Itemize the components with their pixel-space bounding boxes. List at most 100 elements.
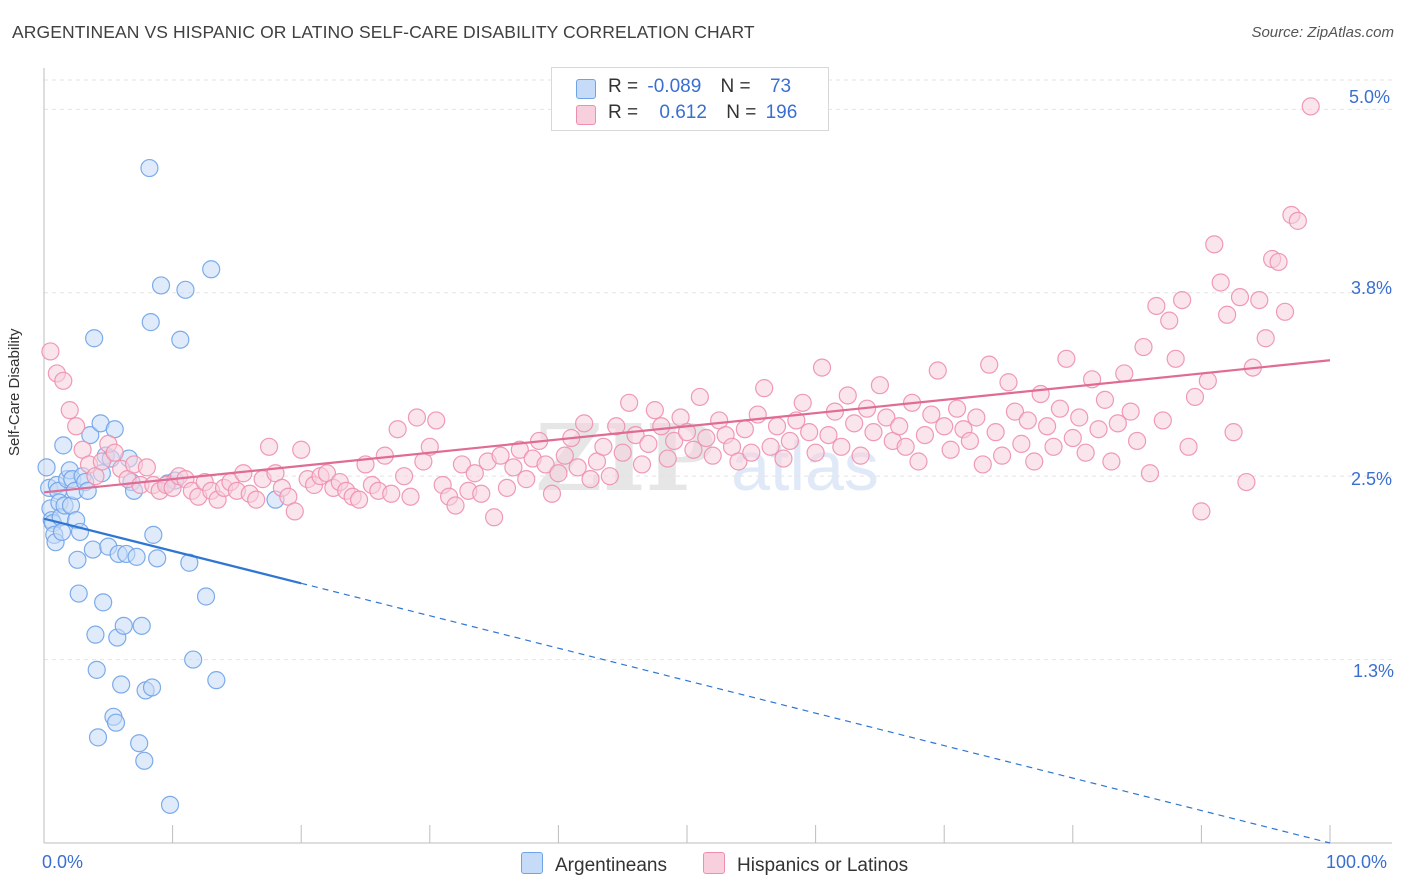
hispanic-point [941,440,960,459]
hispanic-point [742,443,761,462]
argentinean-point [81,425,100,445]
hispanic-point [1301,97,1320,116]
hispanic-point [67,417,86,436]
hispanic-point [1018,411,1037,430]
hispanic-point [851,446,870,465]
hispanic-point [60,401,79,420]
argentinean-point [207,671,226,690]
hispanic-point [870,376,890,395]
hispanic-point [1063,428,1082,448]
hispanic-point [1224,423,1243,442]
hispanic-point [1031,384,1050,404]
hispanic-point [838,386,857,405]
bottom-legend-label: Argentineans [555,855,667,876]
hispanic-point [465,464,484,483]
hispanic-point [780,431,799,451]
hispanic-point [1102,452,1121,471]
argentinean-trend-line [43,517,302,585]
hispanic-point [992,446,1012,465]
hispanic-point [285,502,304,521]
correlation-legend: R = -0.089 N = 73 R = 0.612 N = 196 [551,67,829,131]
legend-r-label: R = [608,76,639,97]
hispanic-point [491,446,510,465]
hispanic-point [909,452,928,471]
hispanic-point [1089,420,1108,439]
hispanic-point [1127,431,1147,451]
hispanic-point [401,487,420,506]
hispanic-point [41,342,60,361]
hispanic-point [54,371,73,390]
hispanic-point [420,437,439,456]
hispanic-point [394,467,414,486]
argentinean-point [114,616,133,635]
hispanic-point [729,452,748,471]
hispanic-point [1025,452,1044,471]
argentinean-point [148,549,167,568]
argentinean-point [69,584,88,603]
hispanic-point [812,358,832,377]
hispanic-point [549,464,568,483]
hispanic-point [581,470,600,489]
hispanic-point [504,458,523,477]
hispanic-point [1134,337,1153,357]
hispanic-point [1192,502,1211,521]
hispanic-point [407,408,427,427]
hispanic-point [735,420,754,439]
hispanic-point [677,423,697,442]
hispanic-point [1108,414,1127,433]
hispanic-point [1179,437,1198,456]
hispanic-point [973,455,992,474]
argentinean-point [85,329,104,348]
hispanic-point [1269,252,1288,272]
hispanic-point [774,449,793,468]
hispanic-point [485,508,504,527]
argentinean-point [52,522,72,542]
argentinean-point [141,313,160,332]
hispanic-point [832,437,851,456]
argentinean-point [37,458,56,477]
hispanic-point [1198,371,1217,390]
hispanic-point [632,455,652,474]
hispanic-point [1012,434,1031,453]
y-tick-label: 3.8% [1351,278,1393,298]
hispanic-point [607,417,626,436]
hispanic-point [767,417,787,436]
legend-n-label: N = [726,102,757,123]
legend-swatch-pink [576,105,596,125]
hispanic-point [877,408,896,427]
legend-r-value: -0.089 [647,76,702,97]
hispanic-point [594,437,613,456]
hispanic-trend-line [43,359,1331,494]
hispanic-point [510,440,529,459]
hispanic-point [452,455,472,474]
argentinean-point [83,540,102,559]
y-tick-label: 1.3% [1353,661,1395,681]
hispanic-point [555,446,574,465]
hispanic-point [446,496,465,515]
hispanic-point [947,399,967,418]
y-tick-label: 2.5% [1351,469,1393,489]
argentinean-point [132,616,151,635]
hispanic-point [928,361,947,380]
hispanic-point [1256,329,1275,348]
hispanic-point [639,434,658,453]
argentinean-point [140,158,159,178]
bottom-legend-swatch-pink [703,852,725,874]
y-axis-label: Self-Care Disability [6,328,23,456]
hispanic-point [517,470,536,489]
hispanic-point [1185,387,1205,407]
hispanic-point [247,490,266,509]
hispanic-point [915,425,935,445]
argentinean-point [184,650,203,669]
hispanic-point [697,428,716,448]
argentinean-point [135,751,154,770]
hispanic-point [620,393,639,412]
hispanic-point [1147,296,1166,316]
argentinean-point [202,260,221,279]
hispanic-point [800,423,819,442]
hispanic-point [1140,464,1160,483]
hispanic-point [1237,472,1256,492]
argentinean-point [112,675,131,694]
hispanic-point [92,452,111,471]
hispanic-point [690,387,709,407]
